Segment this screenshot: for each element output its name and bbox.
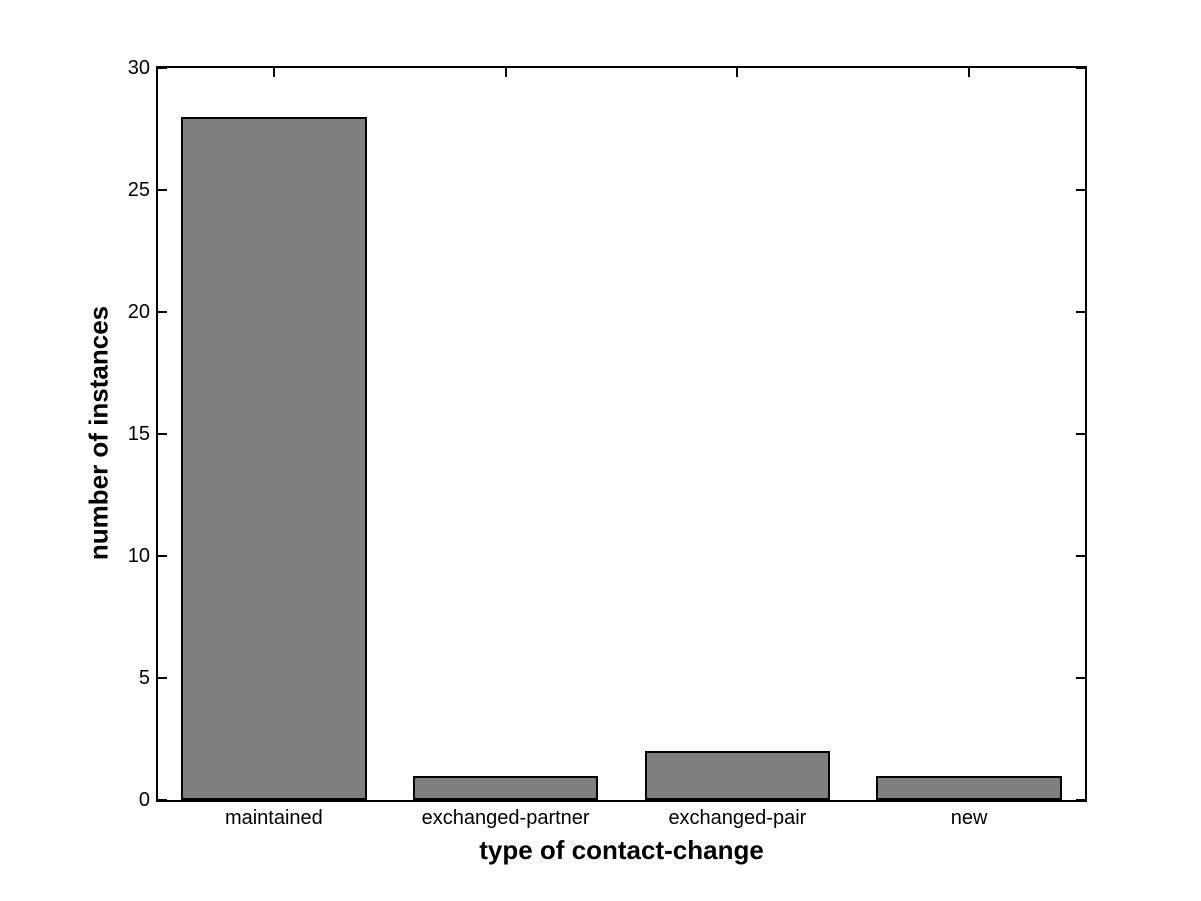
y-tick-left [158, 799, 167, 801]
y-tick-right [1076, 433, 1085, 435]
bar-maintained [181, 116, 367, 800]
x-tick-top [968, 68, 971, 77]
y-tick-label: 0 [138, 789, 150, 811]
y-tick-right [1076, 555, 1085, 557]
plot-area [156, 66, 1087, 802]
x-tick-top [736, 68, 739, 77]
y-tick-label: 30 [127, 57, 150, 79]
y-tick-label: 10 [127, 545, 150, 567]
bar-new [876, 775, 1062, 800]
y-tick-right [1076, 67, 1085, 69]
y-tick-label: 20 [127, 301, 150, 323]
y-tick-label: 25 [127, 179, 150, 201]
y-tick-left [158, 67, 167, 69]
y-tick-label: 5 [138, 667, 150, 689]
x-tick-label: exchanged-partner [421, 807, 590, 829]
y-tick-left [158, 555, 167, 557]
y-tick-right [1076, 677, 1085, 679]
y-tick-left [158, 311, 167, 313]
y-tick-right [1076, 799, 1085, 801]
x-tick-top [272, 68, 275, 77]
bar-exchanged-pair [644, 751, 831, 800]
x-tick-label: maintained [224, 807, 323, 829]
y-tick-right [1076, 189, 1085, 191]
y-tick-left [158, 677, 167, 679]
y-tick-left [158, 189, 167, 191]
bar-exchanged-partner [412, 775, 599, 800]
y-tick-left [158, 433, 167, 435]
x-tick-top [504, 68, 507, 77]
x-tick-label: new [950, 807, 988, 829]
y-tick-label: 15 [127, 423, 150, 445]
x-axis-label: type of contact-change [479, 835, 764, 865]
x-tick-label: exchanged-pair [668, 807, 807, 829]
y-tick-right [1076, 311, 1085, 313]
